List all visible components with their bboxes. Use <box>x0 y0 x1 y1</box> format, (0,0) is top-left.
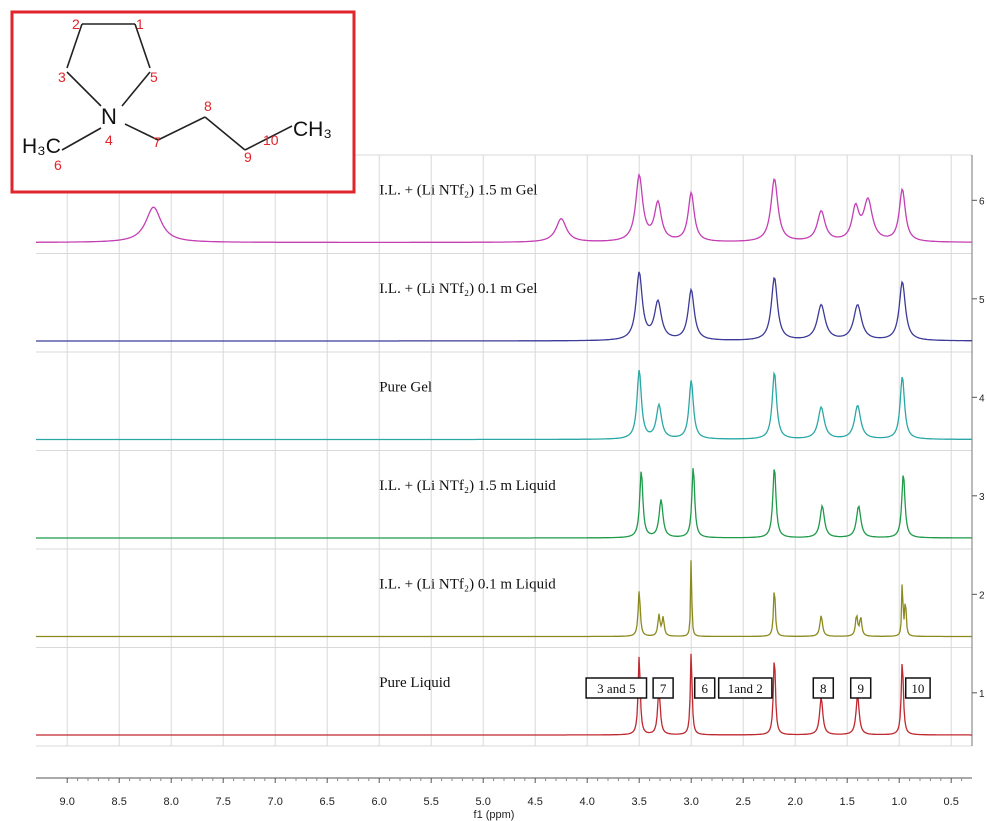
spectrum-label-2: I.L. + (Li NTf₂) 0.1 m Liquid <box>379 577 556 593</box>
x-tick-label: 3.5 <box>632 796 647 808</box>
peak-label-box <box>812 677 835 699</box>
peak-label-text: 10 <box>911 681 924 696</box>
peak-label-text: 9 <box>857 681 864 696</box>
atom-number-8: 8 <box>204 98 212 114</box>
molecule-structure-inset: N H₃C CH₃ 1 2 3 4 5 6 7 8 9 10 <box>10 10 356 194</box>
atom-number-5: 5 <box>150 69 158 85</box>
x-tick-label: 6.5 <box>320 796 335 808</box>
peak-label-box <box>585 677 648 699</box>
nitrogen-atom: N <box>101 104 117 129</box>
peak-label-box <box>717 677 773 699</box>
x-tick-label: 7.5 <box>216 796 231 808</box>
spectrum-line-3 <box>36 468 972 539</box>
peak-label-box <box>849 677 872 699</box>
atom-number-3: 3 <box>58 69 66 85</box>
right-axis: 1 2 3 4 5 6 <box>972 196 985 700</box>
spectrum-line-1 <box>36 653 972 736</box>
molecule-border <box>10 10 356 194</box>
spectrum-line-6 <box>36 172 972 244</box>
peak-label-box <box>693 677 716 699</box>
spectrum-labels: Pure Liquid I.L. + (Li NTf₂) 0.1 m Liquid… <box>379 183 556 692</box>
x-tick-label: 7.0 <box>268 796 283 808</box>
right-tick-label: 1 <box>979 689 985 700</box>
x-tick-label: 3.0 <box>684 796 699 808</box>
atom-number-2: 2 <box>72 16 80 32</box>
atom-number-6: 6 <box>54 157 62 173</box>
spectra-traces <box>36 172 972 736</box>
spectrum-label-4: Pure Gel <box>379 380 432 396</box>
peak-label-text: 7 <box>660 681 667 696</box>
spectrum-label-3: I.L. + (Li NTf₂) 1.5 m Liquid <box>379 478 556 494</box>
x-tick-label: 8.5 <box>112 796 127 808</box>
x-tick-label: 2.5 <box>736 796 751 808</box>
spectrum-label-5: I.L. + (Li NTf₂) 0.1 m Gel <box>379 281 537 297</box>
x-tick-label: 9.0 <box>60 796 75 808</box>
x-tick-label: 2.0 <box>788 796 803 808</box>
x-tick-label: 4.5 <box>528 796 543 808</box>
peak-assignment-labels: 3 and 5 7 6 1and 2 8 9 10 <box>585 677 931 699</box>
x-tick-label: 8.0 <box>164 796 179 808</box>
x-tick-label: 1.0 <box>892 796 907 808</box>
peak-label-box <box>904 677 931 699</box>
right-tick-label: 3 <box>979 492 985 503</box>
x-axis-label: f1 (ppm) <box>474 809 515 821</box>
right-tick-label: 2 <box>979 590 985 601</box>
x-tick-label: 4.0 <box>580 796 595 808</box>
spectrum-label-6: I.L. + (Li NTf₂) 1.5 m Gel <box>379 183 537 199</box>
x-tick-label: 6.0 <box>372 796 387 808</box>
atom-number-4: 4 <box>105 132 113 148</box>
methyl-right: CH₃ <box>293 118 332 141</box>
grid-lines <box>36 154 972 747</box>
right-tick-label: 6 <box>979 196 985 207</box>
peak-label-box <box>652 677 674 699</box>
spectrum-label-1: Pure Liquid <box>379 675 451 691</box>
peak-label-text: 1and 2 <box>728 681 763 696</box>
spectrum-line-4 <box>36 369 972 441</box>
methyl-left: H₃C <box>22 135 61 158</box>
x-tick-label: 0.5 <box>944 796 959 808</box>
right-tick-label: 4 <box>979 393 985 404</box>
peak-label-text: 6 <box>701 681 708 696</box>
x-axis: f1 (ppm) 9.0 8.5 8.0 7.5 7.0 6.5 6.0 5.5 5.0 4.5 4… <box>36 777 972 821</box>
atom-number-10: 10 <box>263 132 279 148</box>
spectrum-line-2 <box>36 560 972 638</box>
atom-number-7: 7 <box>153 134 161 150</box>
right-tick-label: 5 <box>979 295 985 306</box>
peak-label-text: 3 and 5 <box>597 681 635 696</box>
spectrum-line-5 <box>36 271 972 342</box>
x-tick-label: 1.5 <box>840 796 855 808</box>
peak-label-text: 8 <box>820 681 827 696</box>
atom-number-9: 9 <box>244 149 252 165</box>
x-tick-label: 5.5 <box>424 796 439 808</box>
atom-number-1: 1 <box>136 16 144 32</box>
x-tick-label: 5.0 <box>476 796 491 808</box>
molecule-bonds <box>61 23 293 151</box>
